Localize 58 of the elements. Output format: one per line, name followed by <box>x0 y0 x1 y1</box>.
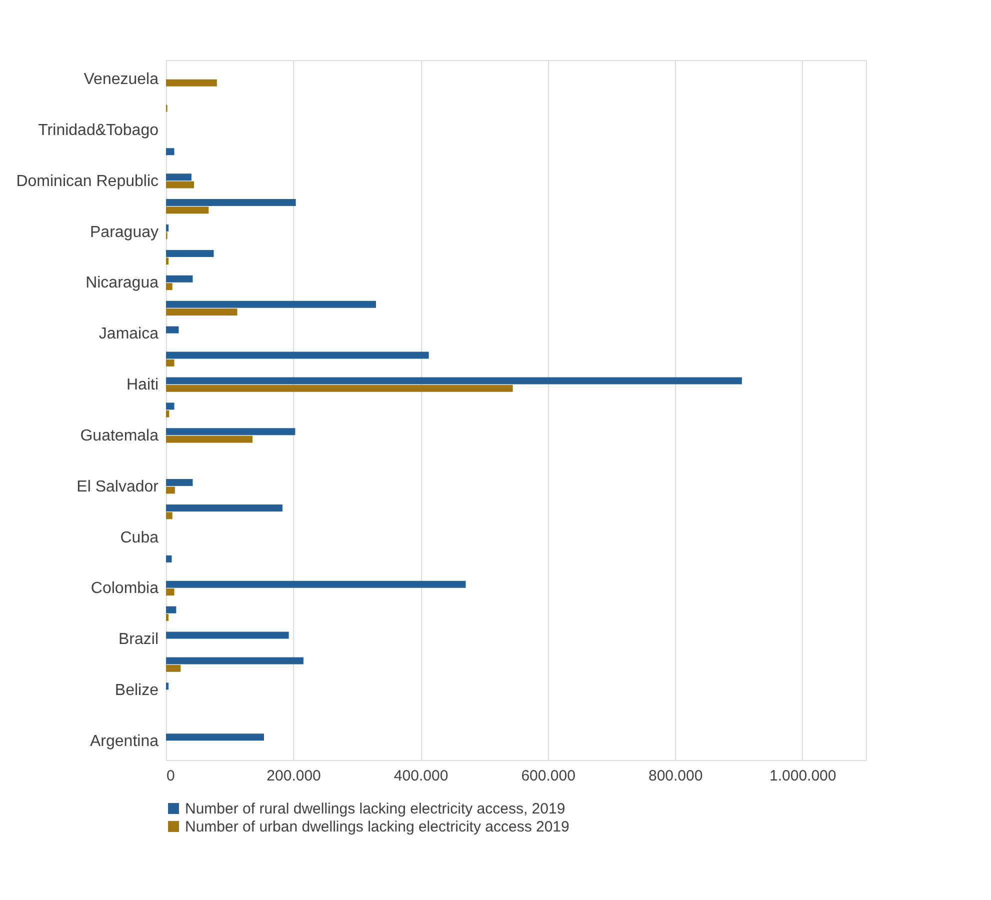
y-tick-label: Venezuela <box>84 71 159 88</box>
y-tick-label: Dominican Republic <box>16 172 158 190</box>
bar <box>166 555 172 562</box>
y-tick-label: Colombia <box>90 580 159 598</box>
bar <box>166 632 289 639</box>
bar <box>166 181 194 188</box>
bar <box>166 258 169 265</box>
x-tick-label: 600.000 <box>521 768 576 784</box>
bar <box>166 436 253 443</box>
x-tick-label: 800.000 <box>648 768 703 784</box>
bar <box>166 359 174 366</box>
y-tick-label: Paraguay <box>90 224 158 241</box>
y-tick-label: Guatemala <box>80 427 159 444</box>
bar <box>166 588 174 596</box>
y-tick-label: Haiti <box>126 376 158 394</box>
bar <box>166 512 172 520</box>
bar <box>166 326 179 334</box>
bar <box>166 300 376 308</box>
bar <box>166 428 296 436</box>
y-tick-label: Nicaragua <box>86 274 159 292</box>
y-tick-label: Cuba <box>120 529 159 546</box>
bar <box>166 606 176 614</box>
bar <box>166 682 169 690</box>
bar <box>166 504 282 512</box>
bar <box>166 283 172 290</box>
bar <box>166 486 175 494</box>
y-tick-label: Brazil <box>118 631 158 648</box>
bar <box>166 664 181 672</box>
bar <box>166 614 169 621</box>
bar <box>166 148 174 156</box>
bar <box>166 79 217 86</box>
x-tick-label: 200.000 <box>266 768 321 784</box>
bar <box>166 206 209 214</box>
bar <box>166 275 193 282</box>
bar <box>166 224 169 232</box>
x-tick-label: 1.000.000 <box>769 768 836 784</box>
y-tick-label: Belize <box>114 682 159 699</box>
bar <box>166 734 264 741</box>
bar <box>166 479 193 486</box>
bar <box>166 657 304 664</box>
x-tick-label: 400.000 <box>394 768 448 784</box>
bar <box>166 377 742 384</box>
bar <box>166 250 214 257</box>
bar <box>166 410 170 418</box>
legend-label: Number of rural dwellings lacking electricity access, 2019 <box>185 800 566 818</box>
bar <box>166 384 513 392</box>
y-tick-label: Argentina <box>90 732 159 750</box>
bar <box>166 174 192 181</box>
y-tick-label: Trinidad&Tobago <box>38 122 159 139</box>
x-tick-label: 0 <box>166 768 175 784</box>
bar <box>166 199 296 206</box>
bar <box>166 352 429 359</box>
legend-label: Number of urban dwellings lacking electricity access 2019 <box>185 818 570 836</box>
y-tick-label: Jamaica <box>98 326 159 343</box>
bar <box>166 308 238 316</box>
bar <box>166 580 466 588</box>
bar <box>166 402 174 410</box>
y-tick-label: El Salvador <box>76 478 160 496</box>
